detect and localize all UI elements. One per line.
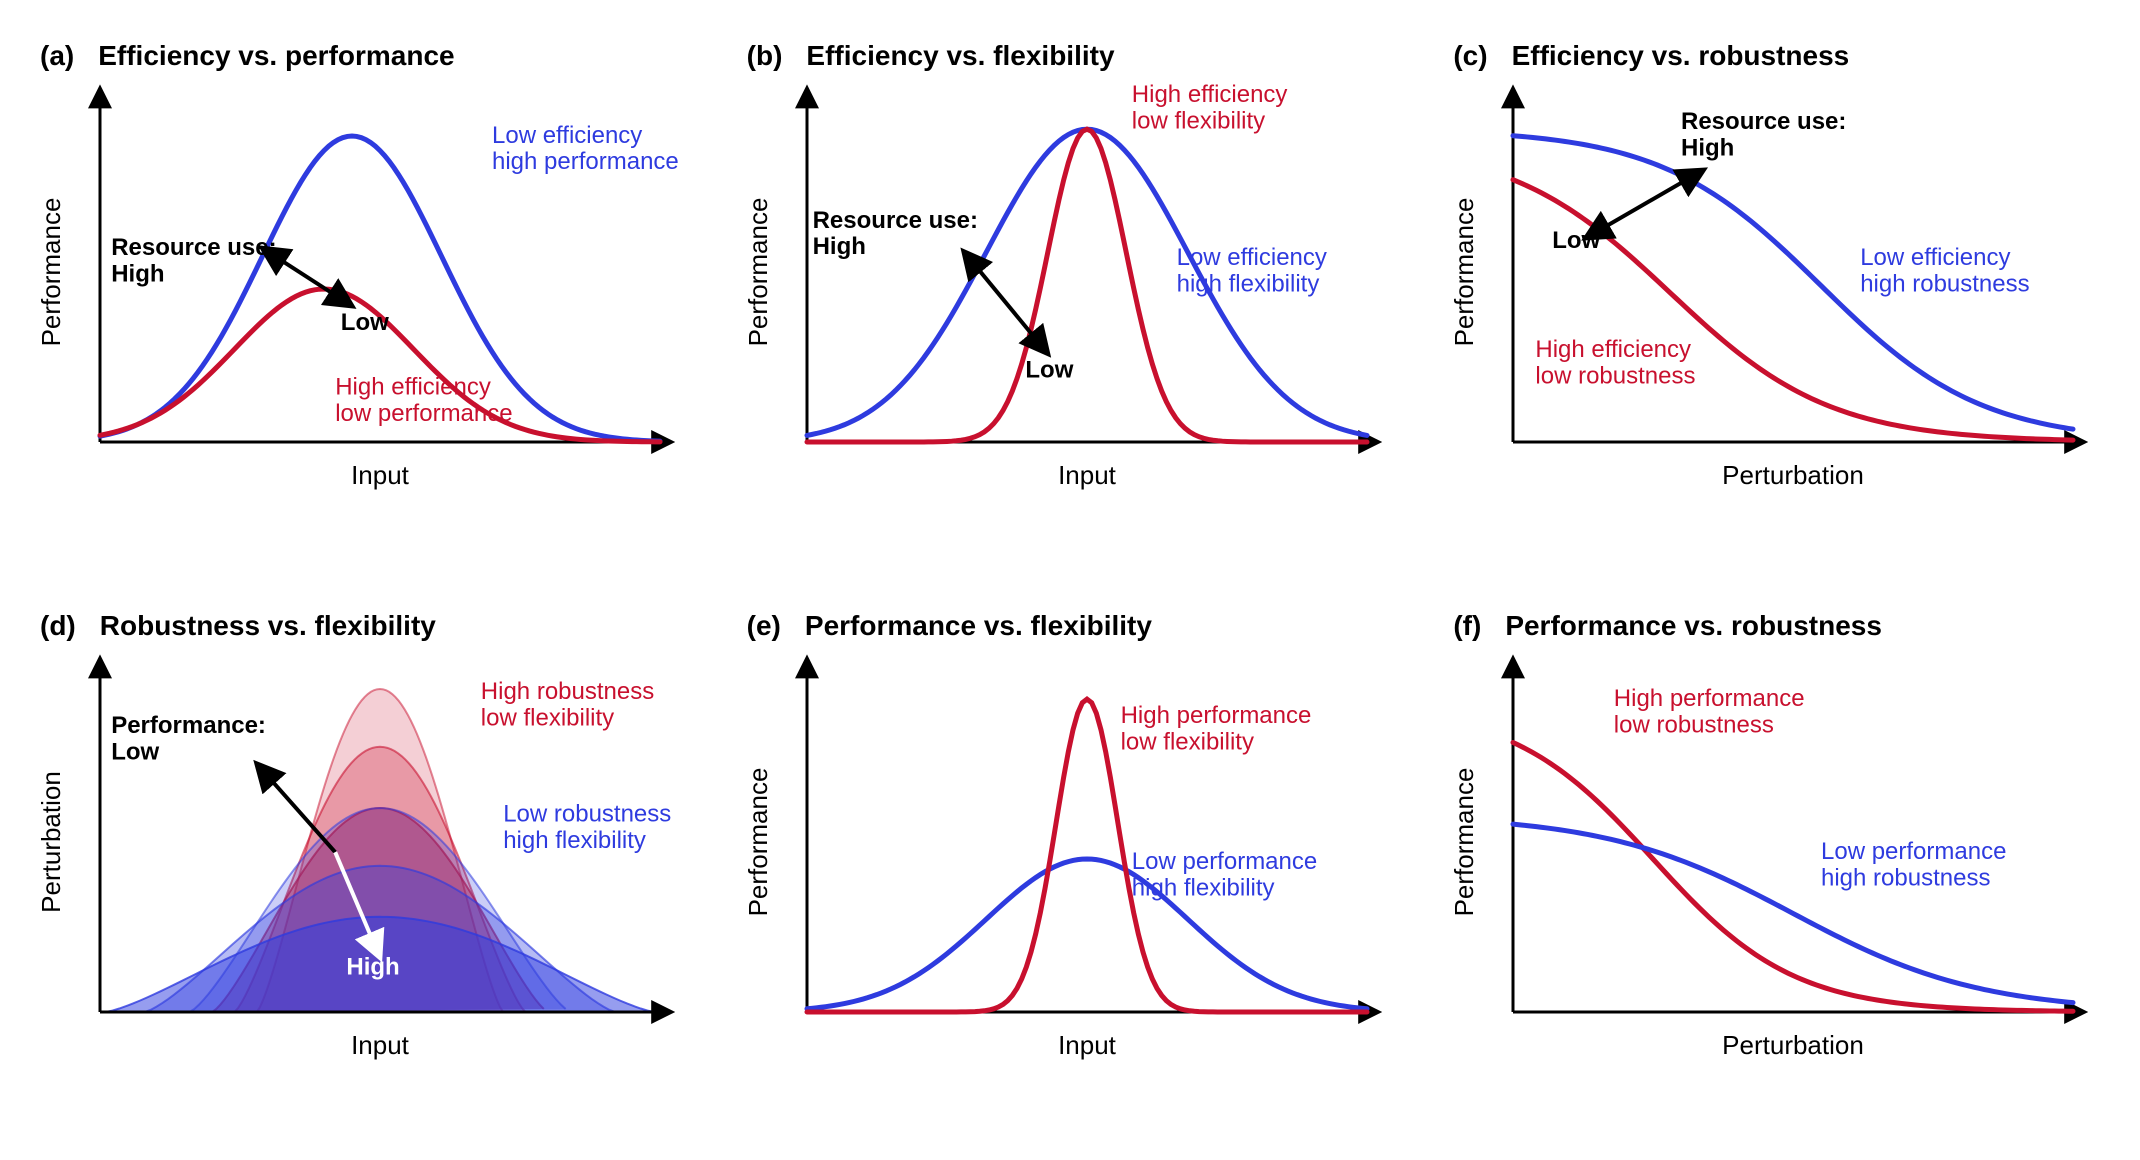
- svg-text:Perturbation: Perturbation: [40, 771, 66, 913]
- svg-text:Input: Input: [351, 1030, 410, 1060]
- panel-a-chart: Input Performance Low efficiencyhigh perfo…: [40, 82, 680, 502]
- svg-text:High robustnesslow flexibility: High robustnesslow flexibility: [481, 678, 654, 731]
- panel-d-title: Robustness vs. flexibility: [100, 610, 436, 642]
- svg-text:Low efficiencyhigh performance: Low efficiencyhigh performance: [492, 122, 679, 175]
- panel-a-title: Efficiency vs. performance: [98, 40, 454, 72]
- panel-f-letter: (f): [1453, 610, 1481, 642]
- svg-text:Performance: Performance: [747, 198, 773, 347]
- svg-text:Low efficiencyhigh flexibility: Low efficiencyhigh flexibility: [1176, 244, 1326, 297]
- svg-text:Low efficiencyhigh robustness: Low efficiencyhigh robustness: [1861, 244, 2030, 297]
- panel-b-chart: Input Performance High efficiencylow flexi…: [747, 82, 1387, 502]
- panel-d-chart: Input Perturbation High robustnesslow flex…: [40, 652, 680, 1072]
- svg-text:Low: Low: [1553, 227, 1601, 254]
- panel-c-letter: (c): [1453, 40, 1487, 72]
- panel-b: (b) Efficiency vs. flexibility Input Perf…: [747, 40, 1394, 550]
- svg-text:High performancelow flexibilit: High performancelow flexibility: [1120, 702, 1311, 755]
- svg-text:Input: Input: [351, 460, 410, 490]
- panel-d-letter: (d): [40, 610, 76, 642]
- svg-text:Performance: Performance: [1453, 768, 1479, 917]
- svg-text:Input: Input: [1058, 1030, 1117, 1060]
- panel-e-letter: (e): [747, 610, 781, 642]
- svg-text:High efficiencylow flexibility: High efficiencylow flexibility: [1131, 82, 1287, 134]
- svg-text:Performance: Performance: [747, 768, 773, 917]
- svg-text:Performance: Performance: [1453, 198, 1479, 347]
- svg-text:Low: Low: [1025, 356, 1073, 383]
- panel-e: (e) Performance vs. flexibility Input Per…: [747, 610, 1394, 1120]
- svg-text:Low performancehigh robustness: Low performancehigh robustness: [1821, 838, 2006, 891]
- panels-grid: (a) Efficiency vs. performance Input Perf…: [40, 40, 2100, 1120]
- svg-text:Perturbation: Perturbation: [1723, 1030, 1865, 1060]
- svg-text:Performance:Low: Performance:Low: [111, 712, 266, 765]
- panel-f: (f) Performance vs. robustness Perturbat…: [1453, 610, 2100, 1120]
- panel-b-letter: (b): [747, 40, 783, 72]
- svg-text:Low robustnesshigh flexibility: Low robustnesshigh flexibility: [503, 801, 671, 854]
- svg-text:Resource use:High: Resource use:High: [1681, 108, 1846, 161]
- panel-c-title: Efficiency vs. robustness: [1512, 40, 1850, 72]
- svg-text:Performance: Performance: [40, 198, 66, 347]
- panel-f-chart: Perturbation Performance High performancel…: [1453, 652, 2093, 1072]
- panel-b-title: Efficiency vs. flexibility: [806, 40, 1114, 72]
- panel-a: (a) Efficiency vs. performance Input Perf…: [40, 40, 687, 550]
- svg-text:Perturbation: Perturbation: [1723, 460, 1865, 490]
- svg-text:High efficiencylow robustness: High efficiencylow robustness: [1536, 336, 1696, 389]
- svg-text:Input: Input: [1058, 460, 1117, 490]
- svg-text:High: High: [346, 954, 399, 981]
- panel-c: (c) Efficiency vs. robustness Perturbati…: [1453, 40, 2100, 550]
- panel-a-letter: (a): [40, 40, 74, 72]
- svg-text:High performancelow robustness: High performancelow robustness: [1614, 685, 1805, 738]
- svg-text:Low: Low: [341, 309, 389, 336]
- panel-c-chart: Perturbation Performance Resource use:High…: [1453, 82, 2093, 502]
- svg-text:Low performancehigh flexibilit: Low performancehigh flexibility: [1131, 848, 1316, 901]
- svg-text:Resource use:High: Resource use:High: [812, 207, 977, 260]
- svg-text:High efficiencylow performance: High efficiencylow performance: [335, 373, 512, 426]
- panel-f-title: Performance vs. robustness: [1505, 610, 1882, 642]
- panel-e-chart: Input Performance High performancelow flex…: [747, 652, 1387, 1072]
- panel-e-title: Performance vs. flexibility: [805, 610, 1152, 642]
- panel-d: (d) Robustness vs. flexibility Input Pert…: [40, 610, 687, 1120]
